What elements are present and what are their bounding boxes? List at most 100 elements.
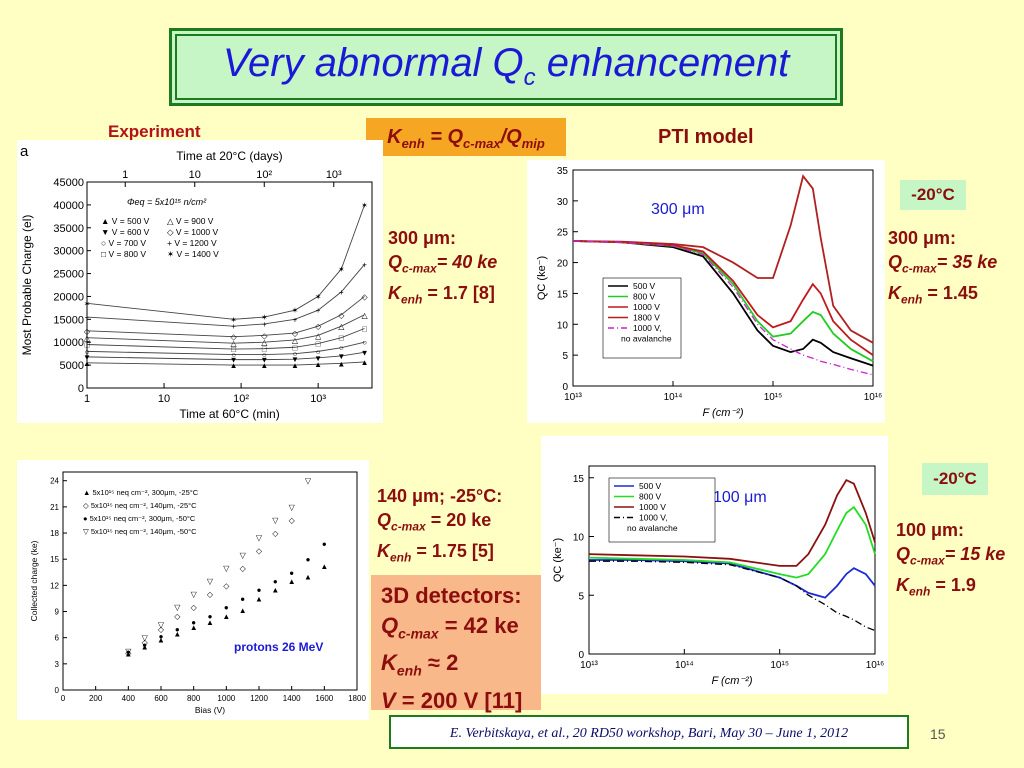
legend-entry: ○ V = 700 V bbox=[101, 238, 146, 248]
data-point: ▲ bbox=[141, 642, 149, 651]
data-point: ◇ bbox=[174, 612, 181, 621]
data-point: ▼ bbox=[230, 356, 238, 365]
x-tick-label: 10¹⁶ bbox=[864, 392, 883, 403]
data-point: ● bbox=[306, 555, 311, 564]
pti-300-chart-panel: 0 5 10 15 20 25 30 35 10¹³ 10¹⁴ 10¹⁵ 10¹⁶ F (cm⁻²) QC… bbox=[527, 160, 885, 423]
data-point: ✶ bbox=[338, 265, 345, 274]
data-point: ▽ bbox=[256, 533, 263, 542]
data-point: ▲ bbox=[320, 562, 328, 571]
reference-citation: E. Verbitskaya, et al., 20 RD50 workshop… bbox=[389, 715, 909, 749]
y-tick-label: 15000 bbox=[53, 314, 84, 326]
y-tick-label: 15 bbox=[573, 474, 585, 485]
series-line bbox=[86, 296, 365, 338]
y-tick-label: 5 bbox=[562, 351, 568, 362]
series-line bbox=[86, 264, 365, 327]
y-tick-label: 5000 bbox=[60, 360, 84, 372]
series-line bbox=[572, 174, 874, 344]
legend-entry: 800 V bbox=[633, 292, 656, 302]
data-point: ✶ bbox=[315, 292, 322, 301]
data-point: + bbox=[293, 315, 298, 324]
top-tick-label: 1 bbox=[122, 169, 128, 181]
beam-annotation: protons 26 MeV bbox=[234, 640, 323, 654]
slide-title: Very abnormal Qc enhancement bbox=[222, 41, 790, 91]
data-point: + bbox=[339, 288, 344, 297]
kenh-formula-box: Kenh = Qc-max/Qmip bbox=[366, 118, 566, 156]
data-point: ◇ bbox=[272, 529, 279, 538]
pti-100um-chart: 0 5 10 15 10¹³ 10¹⁴ 10¹⁵ 10¹⁶ F (cm⁻²) QC (ke⁻) 10… bbox=[552, 465, 885, 687]
experiment-label: Experiment bbox=[108, 122, 201, 141]
pti-model-label: PTI model bbox=[658, 126, 754, 148]
x-tick-label: 1 bbox=[84, 393, 90, 405]
info-pti-300: 300 μm: Qc-max= 35 ke Kenh = 1.45 bbox=[888, 228, 998, 307]
y-tick-label: 35000 bbox=[53, 223, 84, 235]
y-tick-label: 5 bbox=[578, 591, 584, 602]
data-point: ▲ bbox=[190, 623, 198, 632]
plot-frame bbox=[62, 471, 358, 691]
thickness-annotation: 300 μm bbox=[651, 201, 705, 218]
y-tick-label: 15 bbox=[557, 289, 569, 300]
data-point: ◇ bbox=[223, 581, 230, 590]
fluence-annotation: Φeq = 5x10¹⁵ n/cm² bbox=[127, 197, 207, 207]
data-point: ▲ bbox=[173, 629, 181, 638]
legend-entry: 1000 V bbox=[639, 502, 666, 512]
legend-entry: + V = 1200 V bbox=[167, 238, 217, 248]
data-point: ◇ bbox=[142, 638, 149, 647]
data-point: ◇ bbox=[191, 603, 198, 612]
legend-entry: no avalanche bbox=[621, 334, 672, 344]
legend-entry: no avalanche bbox=[627, 523, 678, 533]
y-tick-label: 12 bbox=[50, 581, 59, 590]
y-tick-label: 35 bbox=[557, 166, 569, 177]
data-point: ✶ bbox=[230, 315, 237, 324]
legend-entry: 800 V bbox=[639, 492, 662, 502]
data-point: ● bbox=[240, 594, 245, 603]
plot-frame bbox=[572, 169, 874, 387]
data-point: ▽ bbox=[191, 590, 198, 599]
data-point: ◇ bbox=[261, 331, 268, 340]
x-axis-label: F (cm⁻²) bbox=[702, 407, 743, 419]
title-box: Very abnormal Qc enhancement bbox=[169, 28, 843, 106]
data-point: + bbox=[85, 313, 90, 322]
data-point: △ bbox=[261, 338, 268, 347]
data-point: ✶ bbox=[261, 313, 268, 322]
x-tick-label: 10¹⁶ bbox=[866, 660, 885, 671]
data-point: ● bbox=[191, 618, 196, 627]
data-point: ▲ bbox=[260, 361, 268, 370]
data-point: ▲ bbox=[239, 606, 247, 615]
data-point: ● bbox=[273, 577, 278, 586]
y-tick-label: 30 bbox=[557, 197, 569, 208]
series-line bbox=[589, 559, 876, 599]
y-tick-label: 40000 bbox=[53, 200, 84, 212]
data-point: ▲ bbox=[124, 649, 132, 658]
legend-entry: ◇ 5x10¹⁵ neq cm⁻², 140μm, -25°C bbox=[83, 501, 197, 510]
data-point: ○ bbox=[362, 338, 367, 347]
y-tick-label: 10000 bbox=[53, 337, 84, 349]
data-point: □ bbox=[231, 345, 236, 354]
y-tick-label: 0 bbox=[562, 382, 568, 393]
y-tick-label: 24 bbox=[50, 477, 59, 486]
y-tick-label: 20 bbox=[557, 259, 569, 270]
x-tick-label: 400 bbox=[122, 694, 136, 703]
x-axis-label: Bias (V) bbox=[195, 705, 225, 715]
top-tick-label: 10³ bbox=[326, 169, 342, 181]
data-point: ○ bbox=[262, 351, 267, 360]
data-point: ▽ bbox=[142, 634, 149, 643]
y-tick-label: 3 bbox=[55, 660, 60, 669]
data-point: ◇ bbox=[292, 329, 299, 338]
x-tick-label: 200 bbox=[89, 694, 103, 703]
data-point: ✶ bbox=[292, 306, 299, 315]
x-tick-label: 0 bbox=[61, 694, 66, 703]
panel-letter: a bbox=[20, 143, 29, 160]
series-line bbox=[86, 361, 365, 366]
x-tick-label: 1600 bbox=[315, 694, 333, 703]
legend-entry: ▼ V = 600 V bbox=[101, 227, 150, 237]
data-point: ▲ bbox=[314, 360, 322, 369]
series-line bbox=[572, 240, 874, 367]
series-line bbox=[572, 240, 874, 376]
info-pti-100: 100 μm: Qc-max= 15 ke Kenh = 1.9 bbox=[896, 520, 1006, 599]
data-point: ✶ bbox=[84, 299, 91, 308]
data-point: □ bbox=[362, 324, 367, 333]
series-line bbox=[86, 341, 365, 356]
y-tick-label: 20000 bbox=[53, 291, 84, 303]
data-point: ▽ bbox=[223, 564, 230, 573]
data-point: ● bbox=[159, 632, 164, 641]
